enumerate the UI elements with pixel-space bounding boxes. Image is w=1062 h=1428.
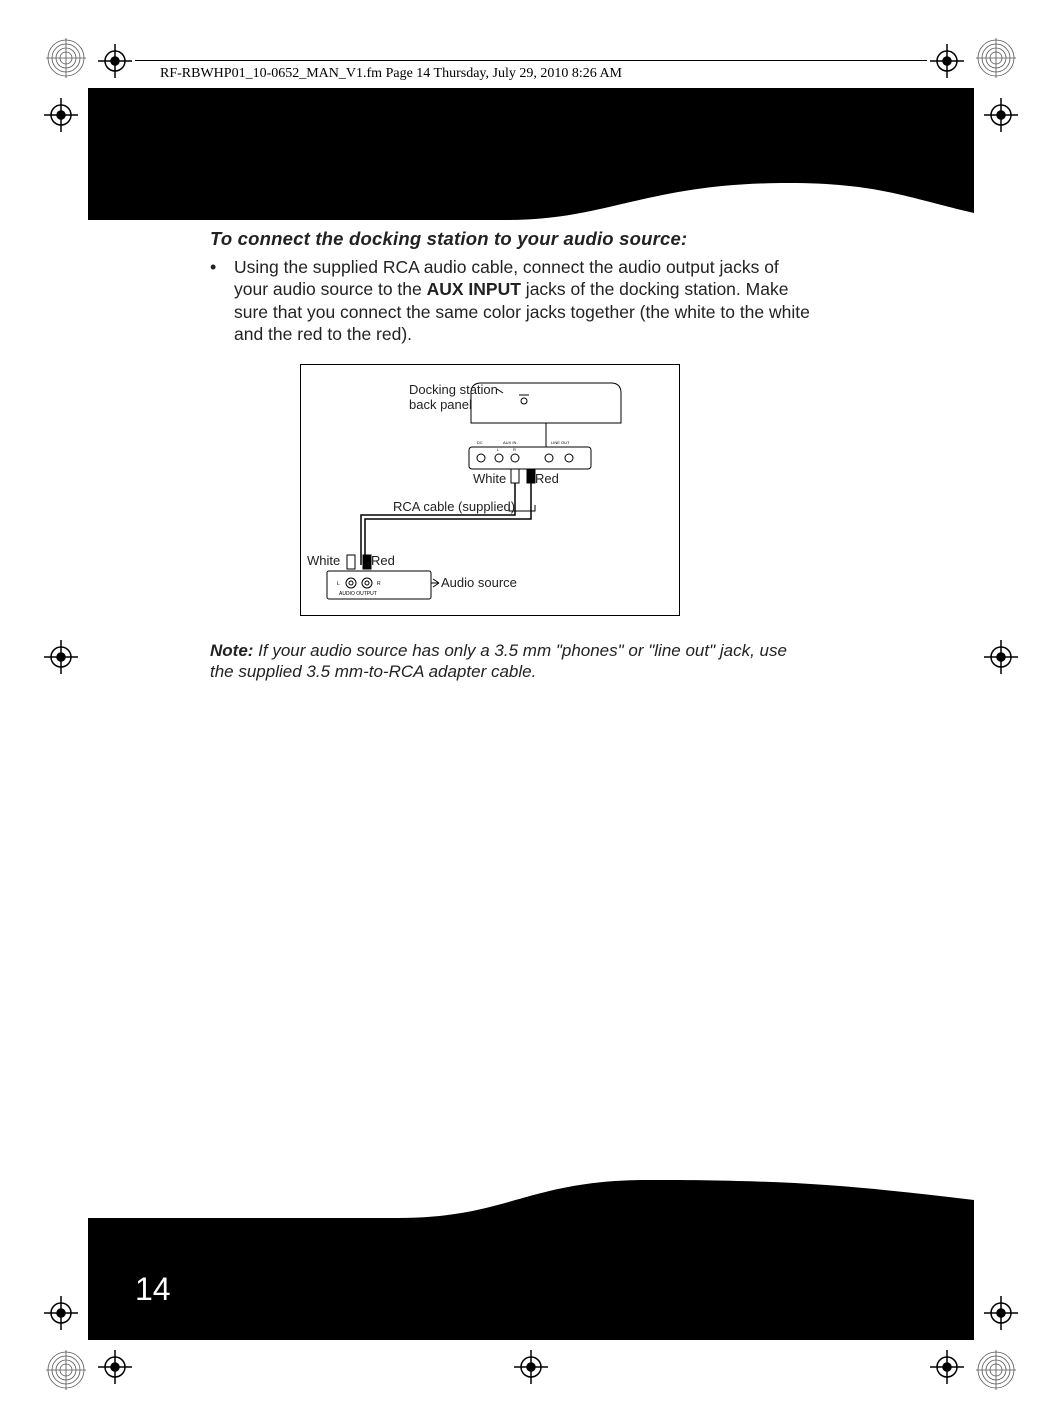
bottom-banner <box>88 1180 974 1340</box>
registration-icon <box>984 640 1018 674</box>
note-label: Note: <box>210 641 253 660</box>
page-number: 14 <box>135 1271 171 1308</box>
svg-text:R: R <box>377 581 381 587</box>
red-label-top: Red <box>535 471 559 486</box>
svg-text:LINE OUT: LINE OUT <box>551 440 570 445</box>
bullet-item: • Using the supplied RCA audio cable, co… <box>210 256 810 346</box>
connection-diagram: DC AUX IN LINE OUT L R <box>300 364 680 616</box>
audio-source-label: Audio source <box>441 575 517 590</box>
registration-icon <box>44 1296 78 1330</box>
dock-label-line2: back panel <box>409 397 472 412</box>
dock-label-line1: Docking station <box>409 382 498 397</box>
running-header: RF-RBWHP01_10-0652_MAN_V1.fm Page 14 Thu… <box>160 66 622 82</box>
rca-cable-label: RCA cable (supplied) <box>393 499 515 514</box>
white-label-bottom: White <box>307 553 340 568</box>
bullet-marker: • <box>210 256 234 346</box>
registration-icon <box>930 1350 964 1384</box>
registration-icon <box>98 44 132 78</box>
svg-text:R: R <box>513 447 516 452</box>
bullet-text: Using the supplied RCA audio cable, conn… <box>234 256 810 346</box>
section-title: To connect the docking station to your a… <box>210 228 810 250</box>
cropmark-icon <box>976 38 1016 78</box>
dock-label: Docking station back panel <box>409 383 498 413</box>
svg-text:L: L <box>497 447 500 452</box>
top-banner <box>88 88 974 220</box>
body-content: To connect the docking station to your a… <box>210 228 810 683</box>
registration-icon <box>44 640 78 674</box>
cropmark-icon <box>976 1350 1016 1390</box>
svg-text:DC: DC <box>477 440 483 445</box>
registration-icon <box>514 1350 548 1384</box>
svg-text:AUDIO OUTPUT: AUDIO OUTPUT <box>339 591 377 597</box>
cropmark-icon <box>46 38 86 78</box>
registration-icon <box>930 44 964 78</box>
white-label-top: White <box>473 471 506 486</box>
svg-text:L: L <box>337 581 340 587</box>
page-root: RF-RBWHP01_10-0652_MAN_V1.fm Page 14 Thu… <box>0 0 1062 1428</box>
cropmark-icon <box>46 1350 86 1390</box>
note-block: Note: If your audio source has only a 3.… <box>210 640 810 684</box>
header-rule <box>135 60 927 61</box>
registration-icon <box>98 1350 132 1384</box>
red-label-bottom: Red <box>371 553 395 568</box>
registration-icon <box>44 98 78 132</box>
registration-icon <box>984 98 1018 132</box>
registration-icon <box>984 1296 1018 1330</box>
note-text: If your audio source has only a 3.5 mm "… <box>210 641 787 682</box>
svg-text:AUX IN: AUX IN <box>503 440 516 445</box>
bullet-bold: AUX INPUT <box>427 279 521 299</box>
